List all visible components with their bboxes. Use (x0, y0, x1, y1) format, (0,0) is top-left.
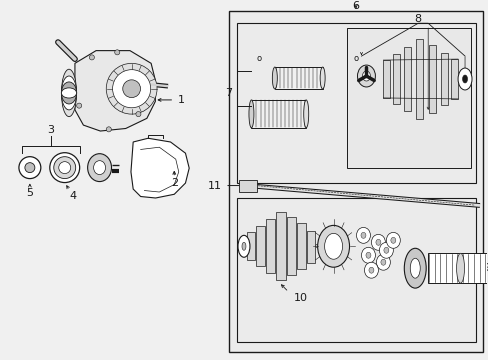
Ellipse shape (357, 65, 375, 87)
Bar (265, 219, 274, 273)
Ellipse shape (457, 68, 471, 90)
Ellipse shape (462, 75, 467, 83)
Bar (427, 253, 488, 283)
Ellipse shape (106, 63, 157, 114)
Ellipse shape (364, 262, 378, 278)
Ellipse shape (383, 247, 388, 253)
Bar (404, 47, 410, 111)
Ellipse shape (365, 252, 370, 258)
Ellipse shape (324, 233, 342, 259)
Ellipse shape (87, 154, 111, 181)
Ellipse shape (59, 162, 71, 174)
Bar (228, 11, 482, 352)
Bar (239, 180, 256, 192)
Ellipse shape (61, 69, 77, 117)
Bar (237, 198, 475, 342)
Text: 5: 5 (26, 188, 33, 198)
Text: 4: 4 (69, 190, 76, 201)
Ellipse shape (356, 228, 370, 243)
Ellipse shape (19, 157, 41, 179)
Text: 9: 9 (481, 263, 488, 273)
Ellipse shape (122, 80, 140, 98)
Bar (392, 54, 400, 104)
Ellipse shape (404, 248, 426, 288)
Bar (428, 45, 435, 113)
Bar (450, 59, 457, 99)
Bar (274, 67, 322, 89)
Ellipse shape (361, 247, 375, 263)
Bar (255, 226, 264, 266)
Text: 6: 6 (352, 1, 359, 11)
Polygon shape (75, 51, 155, 131)
Ellipse shape (379, 242, 392, 258)
Ellipse shape (386, 232, 400, 248)
Ellipse shape (371, 234, 385, 250)
Ellipse shape (368, 267, 373, 273)
Ellipse shape (456, 253, 464, 283)
Bar (275, 212, 285, 280)
Ellipse shape (242, 242, 245, 250)
Bar (346, 28, 470, 168)
Ellipse shape (61, 88, 77, 98)
Ellipse shape (89, 55, 94, 60)
Ellipse shape (112, 70, 150, 108)
Ellipse shape (61, 82, 77, 104)
Bar (415, 39, 422, 119)
Text: 7: 7 (225, 88, 232, 98)
Text: c: c (314, 243, 318, 249)
Ellipse shape (93, 161, 105, 175)
Bar (286, 217, 295, 275)
Ellipse shape (238, 235, 249, 257)
Text: o: o (256, 54, 261, 63)
Text: 11: 11 (208, 181, 222, 190)
Bar (246, 232, 254, 260)
Ellipse shape (317, 225, 349, 267)
Ellipse shape (303, 100, 308, 128)
Ellipse shape (54, 157, 76, 179)
Ellipse shape (362, 71, 370, 81)
Ellipse shape (136, 112, 141, 117)
Text: 1: 1 (177, 95, 184, 105)
Ellipse shape (61, 76, 77, 110)
Text: 2: 2 (170, 177, 178, 188)
Polygon shape (131, 138, 189, 198)
Text: 10: 10 (293, 293, 307, 303)
Bar (440, 53, 447, 105)
Ellipse shape (50, 153, 80, 183)
Ellipse shape (25, 163, 35, 172)
Ellipse shape (320, 67, 325, 89)
Bar (251, 100, 305, 128)
Ellipse shape (272, 67, 277, 89)
Ellipse shape (380, 259, 385, 265)
Ellipse shape (390, 237, 395, 243)
Bar (296, 224, 305, 269)
Text: o: o (353, 54, 358, 63)
Bar (383, 60, 389, 98)
Ellipse shape (375, 239, 380, 245)
Bar (306, 231, 314, 263)
Ellipse shape (248, 100, 253, 128)
Text: 3: 3 (47, 125, 54, 135)
Ellipse shape (77, 103, 81, 108)
Ellipse shape (106, 127, 111, 132)
Text: 8: 8 (414, 14, 421, 24)
Bar (237, 23, 475, 183)
Ellipse shape (115, 50, 120, 55)
Ellipse shape (409, 258, 419, 278)
Ellipse shape (360, 232, 365, 238)
Ellipse shape (376, 254, 389, 270)
